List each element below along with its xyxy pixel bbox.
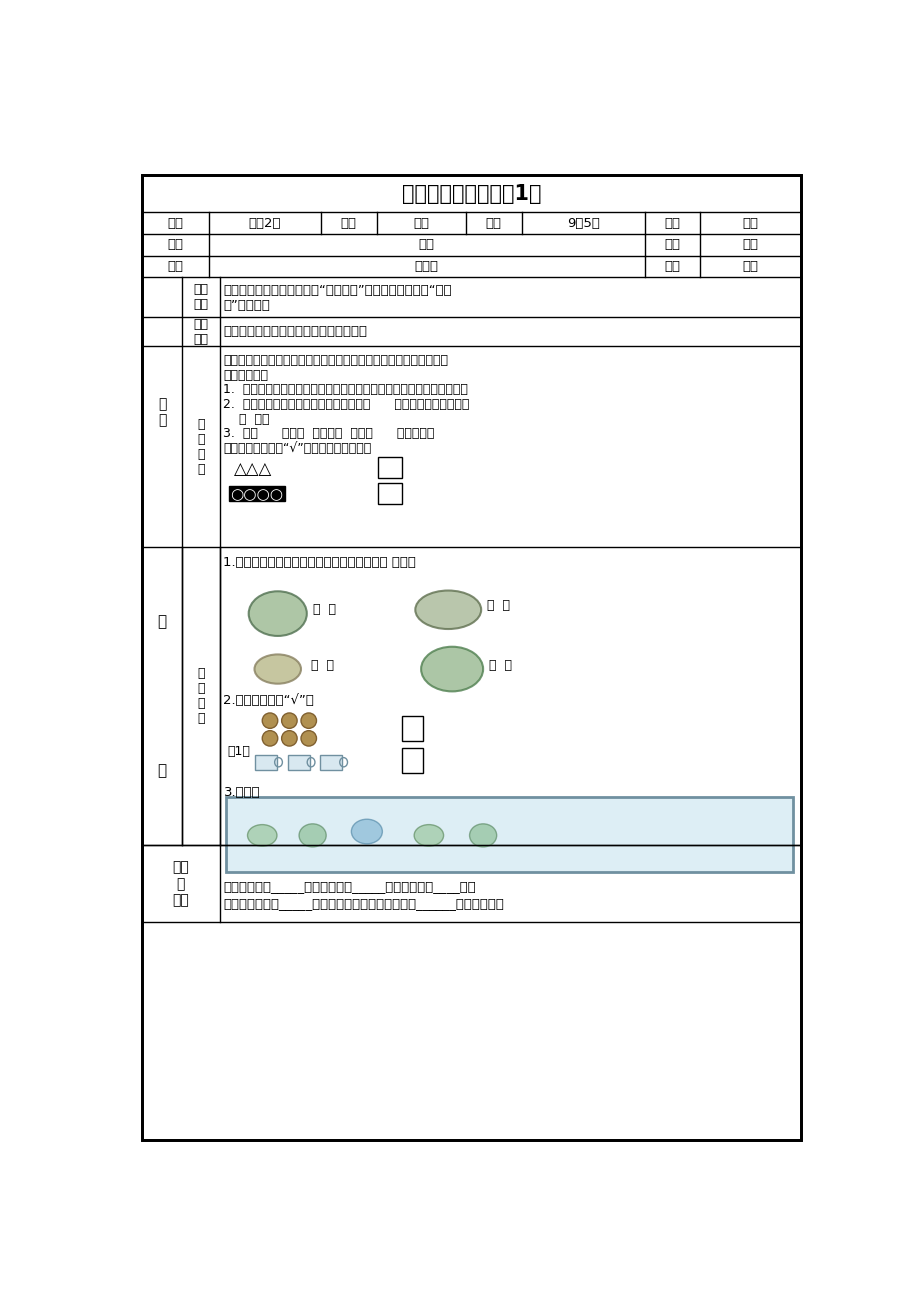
Text: 集中: 集中 [742, 260, 758, 273]
Text: 能分清同样多，会比几个物体的多、少。: 能分清同样多，会比几个物体的多、少。 [223, 326, 367, 339]
Bar [229, 486, 284, 501]
Bar [378, 457, 402, 478]
Text: 类别: 类别 [664, 238, 680, 251]
Text: 能快速数出物体个数，会用“一一对应”的方法正确地进行“多、: 能快速数出物体个数，会用“一一对应”的方法正确地进行“多、 [223, 284, 451, 297]
Circle shape [301, 713, 316, 728]
Text: 少”的比较。: 少”的比较。 [223, 298, 270, 311]
Text: 三、在多的后面打“√”。（训练学生读题）: 三、在多的后面打“√”。（训练学生读题） [223, 441, 371, 454]
Text: 训练
目标: 训练 目标 [193, 283, 209, 311]
Bar [402, 749, 422, 773]
Text: 教室: 教室 [742, 216, 758, 229]
Bar [255, 755, 277, 769]
Text: 二、比多少。: 二、比多少。 [223, 368, 268, 381]
Text: 2.  观看教室想一想，电灯的数量比电扇（      ），电扇的数量比电灯: 2. 观看教室想一想，电灯的数量比电扇（ ），电扇的数量比电灯 [223, 398, 470, 411]
Ellipse shape [299, 824, 326, 846]
Text: 3.  用（      ）比（  ）多，（  ）比（      ）少说话。: 3. 用（ ）比（ ）多，（ ）比（ ）少说话。 [223, 427, 435, 440]
Text: 效果
及
反思: 效果 及 反思 [173, 861, 189, 907]
Text: 内容: 内容 [167, 260, 184, 273]
Text: 学科: 学科 [340, 216, 357, 229]
Circle shape [301, 730, 316, 746]
Text: 班级: 班级 [167, 216, 184, 229]
Ellipse shape [247, 824, 277, 846]
Text: 案: 案 [157, 763, 166, 779]
Bar [320, 755, 342, 769]
Text: 教: 教 [157, 613, 166, 629]
Text: （  ）: （ ） [486, 599, 509, 612]
Text: （  ）: （ ） [312, 603, 335, 616]
Text: 地点: 地点 [664, 216, 680, 229]
Bar [402, 716, 422, 741]
Ellipse shape [351, 819, 382, 844]
Ellipse shape [421, 647, 482, 691]
Text: 训
练
材
料: 训 练 材 料 [197, 667, 205, 725]
Ellipse shape [414, 591, 481, 629]
Text: 一、数一数身边的物体数量。（比如书本，铅笔，彩笔，手指头等）: 一、数一数身边的物体数量。（比如书本，铅笔，彩笔，手指头等） [223, 354, 448, 367]
Text: 培优补差工作记载（1）: 培优补差工作记载（1） [402, 184, 540, 204]
Ellipse shape [248, 591, 306, 635]
Text: 训练
重点: 训练 重点 [193, 318, 209, 346]
Text: 优生: 优生 [418, 238, 435, 251]
Bar [378, 483, 402, 504]
Bar [225, 797, 792, 872]
Text: 数学: 数学 [413, 216, 429, 229]
Text: 小兔子比小乌龟_____（多、少），小蝐牛比小乌龟______（多、少）。: 小兔子比小乌龟_____（多、少），小蝐牛比小乌龟______（多、少）。 [223, 897, 504, 910]
Ellipse shape [414, 824, 443, 846]
Text: 1.数一数，下面每种动物各有几条腿，填到（ ）里。: 1.数一数，下面每种动物各有几条腿，填到（ ）里。 [223, 556, 416, 569]
Text: △△△: △△△ [233, 460, 271, 478]
Text: 图中小兔子有_____只，小乌龟有_____只，小蝐牛有____只。: 图中小兔子有_____只，小乌龟有_____只，小蝐牛有____只。 [223, 880, 476, 893]
Text: 3.比多少: 3.比多少 [223, 786, 260, 799]
Text: （  ）: （ ） [489, 659, 512, 672]
Text: （1）: （1） [227, 745, 250, 758]
Text: 2.在少的后面打“√”。: 2.在少的后面打“√”。 [223, 694, 314, 707]
Text: 形式: 形式 [664, 260, 680, 273]
Text: （  ）。: （ ）。 [223, 413, 269, 426]
Text: 时间: 时间 [485, 216, 501, 229]
Text: （  ）: （ ） [311, 659, 334, 672]
Text: 教
案: 教 案 [158, 397, 166, 427]
Ellipse shape [469, 824, 496, 846]
Text: 1.  一组和二组桌子数量对比，门和黑板数量对比，窗户和电扇对比等。: 1. 一组和二组桌子数量对比，门和黑板数量对比，窗户和电扇对比等。 [223, 383, 468, 396]
Bar [288, 755, 309, 769]
Text: 训
练
过
程: 训 练 过 程 [197, 418, 205, 475]
Text: 培优: 培优 [742, 238, 758, 251]
Text: 准备课: 准备课 [414, 260, 438, 273]
Ellipse shape [255, 655, 301, 684]
Circle shape [262, 713, 278, 728]
Text: 姓名: 姓名 [167, 238, 184, 251]
Text: ○○○○: ○○○○ [231, 487, 283, 503]
Text: 9月5日: 9月5日 [566, 216, 599, 229]
Circle shape [281, 730, 297, 746]
Text: 一（2）: 一（2） [248, 216, 281, 229]
Circle shape [281, 713, 297, 728]
Circle shape [262, 730, 278, 746]
